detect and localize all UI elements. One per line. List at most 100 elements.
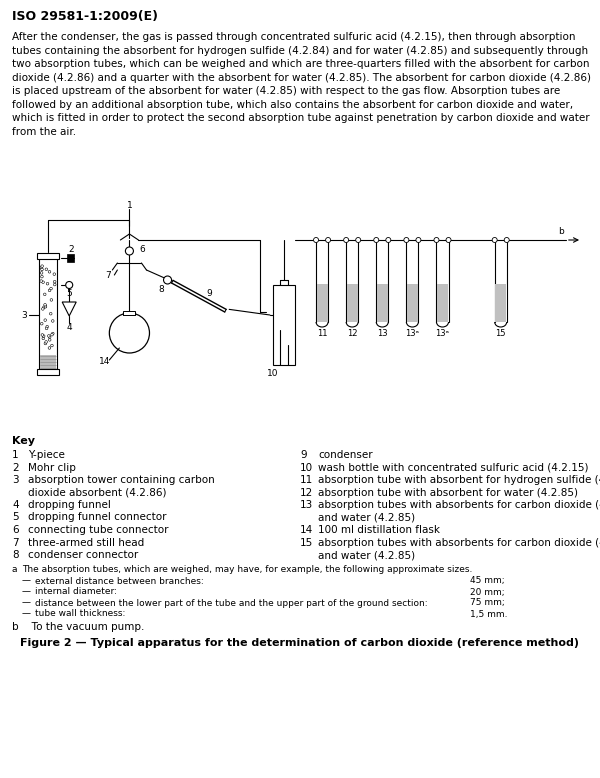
Text: 5: 5 (67, 289, 72, 299)
Text: 20 mm;: 20 mm; (470, 587, 505, 597)
Circle shape (45, 341, 47, 343)
Text: 3: 3 (12, 475, 19, 485)
Text: Y-piece: Y-piece (28, 450, 65, 460)
Circle shape (46, 282, 49, 285)
Circle shape (48, 289, 51, 292)
Circle shape (42, 337, 44, 340)
Text: After the condenser, the gas is passed through concentrated sulfuric acid (4.2.1: After the condenser, the gas is passed t… (12, 32, 575, 42)
Text: —: — (22, 587, 31, 597)
Circle shape (40, 272, 43, 274)
Text: condenser connector: condenser connector (28, 550, 138, 560)
Text: external distance between branches:: external distance between branches: (35, 576, 204, 586)
Circle shape (44, 342, 47, 345)
Text: —: — (22, 576, 31, 586)
Text: 4: 4 (67, 323, 72, 331)
Text: Key: Key (12, 436, 35, 446)
Circle shape (42, 281, 44, 283)
Text: condenser: condenser (318, 450, 373, 460)
Text: 8: 8 (158, 285, 164, 293)
Text: dropping funnel connector: dropping funnel connector (28, 513, 167, 523)
Circle shape (314, 237, 319, 243)
Text: which is fitted in order to protect the second absorption tube against penetrati: which is fitted in order to protect the … (12, 113, 590, 123)
Circle shape (41, 334, 44, 336)
Bar (347, 284, 358, 322)
Text: 12: 12 (347, 330, 358, 338)
Circle shape (40, 266, 43, 269)
Text: 45 mm;: 45 mm; (470, 576, 505, 586)
Text: absorption tower containing carbon: absorption tower containing carbon (28, 475, 215, 485)
Circle shape (41, 275, 43, 278)
Text: is placed upstream of the absorbent for water (4.2.85) with respect to the gas f: is placed upstream of the absorbent for … (12, 86, 560, 96)
Bar (377, 284, 388, 322)
Text: a: a (12, 566, 17, 574)
Circle shape (49, 338, 51, 342)
Bar (39, 258, 57, 370)
Text: 9: 9 (300, 450, 307, 460)
Circle shape (374, 237, 379, 243)
Circle shape (65, 282, 73, 289)
Text: 13: 13 (300, 500, 313, 510)
Circle shape (356, 237, 361, 243)
Text: Mohr clip: Mohr clip (28, 462, 76, 472)
Circle shape (52, 332, 54, 335)
Circle shape (44, 303, 46, 306)
Circle shape (344, 237, 349, 243)
Text: 10: 10 (300, 462, 313, 472)
Text: 75 mm;: 75 mm; (470, 598, 505, 608)
Text: 7: 7 (12, 538, 19, 548)
Text: and water (4.2.85): and water (4.2.85) (318, 550, 415, 560)
Circle shape (44, 306, 47, 308)
Text: absorption tube with absorbent for water (4.2.85): absorption tube with absorbent for water… (318, 488, 578, 497)
Text: 15: 15 (300, 538, 313, 548)
Circle shape (386, 237, 391, 243)
Text: and water (4.2.85): and water (4.2.85) (318, 513, 415, 523)
Text: dropping funnel: dropping funnel (28, 500, 111, 510)
Text: 3: 3 (22, 310, 27, 320)
Circle shape (43, 293, 46, 296)
Text: absorption tube with absorbent for hydrogen sulfide (4.2.84): absorption tube with absorbent for hydro… (318, 475, 600, 485)
Bar (495, 284, 506, 322)
Circle shape (48, 271, 51, 273)
Bar (437, 284, 448, 322)
Text: 13ᵃ: 13ᵃ (406, 330, 419, 338)
Circle shape (53, 283, 56, 286)
Text: dioxide (4.2.86) and a quarter with the absorbent for water (4.2.85). The absorb: dioxide (4.2.86) and a quarter with the … (12, 72, 591, 82)
Text: 11: 11 (317, 330, 328, 338)
Text: 1: 1 (12, 450, 19, 460)
Text: —: — (22, 609, 31, 619)
Circle shape (43, 306, 45, 309)
Circle shape (50, 287, 52, 290)
Text: 2: 2 (12, 462, 19, 472)
Text: 6: 6 (139, 244, 145, 254)
Text: 9: 9 (207, 289, 212, 299)
Text: 8: 8 (12, 550, 19, 560)
Text: 13: 13 (377, 330, 388, 338)
Text: tubes containing the absorbent for hydrogen sulfide (4.2.84) and for water (4.2.: tubes containing the absorbent for hydro… (12, 45, 588, 55)
Text: 13ᵃ: 13ᵃ (436, 330, 449, 338)
Text: two absorption tubes, which can be weighed and which are three-quarters filled w: two absorption tubes, which can be weigh… (12, 59, 589, 69)
Text: 2: 2 (68, 244, 74, 254)
Text: 12: 12 (300, 488, 313, 497)
Circle shape (43, 335, 45, 338)
Circle shape (41, 265, 43, 268)
Circle shape (164, 276, 172, 284)
Circle shape (416, 237, 421, 243)
Circle shape (125, 247, 133, 255)
Text: 7: 7 (106, 271, 112, 279)
Bar (67, 254, 74, 262)
Circle shape (46, 325, 49, 328)
Bar (407, 284, 418, 322)
Bar (317, 284, 328, 322)
Circle shape (41, 307, 44, 310)
Circle shape (45, 327, 48, 330)
Circle shape (326, 237, 331, 243)
Bar (37, 369, 59, 375)
Circle shape (404, 237, 409, 243)
Text: 14: 14 (98, 358, 110, 366)
Bar (37, 253, 59, 259)
Text: 100 ml distillation flask: 100 ml distillation flask (318, 525, 440, 535)
Text: three-armed still head: three-armed still head (28, 538, 144, 548)
Text: Figure 2 — Typical apparatus for the determination of carbon dioxide (reference : Figure 2 — Typical apparatus for the det… (20, 639, 580, 649)
Circle shape (50, 334, 53, 336)
Text: 10: 10 (267, 369, 278, 377)
